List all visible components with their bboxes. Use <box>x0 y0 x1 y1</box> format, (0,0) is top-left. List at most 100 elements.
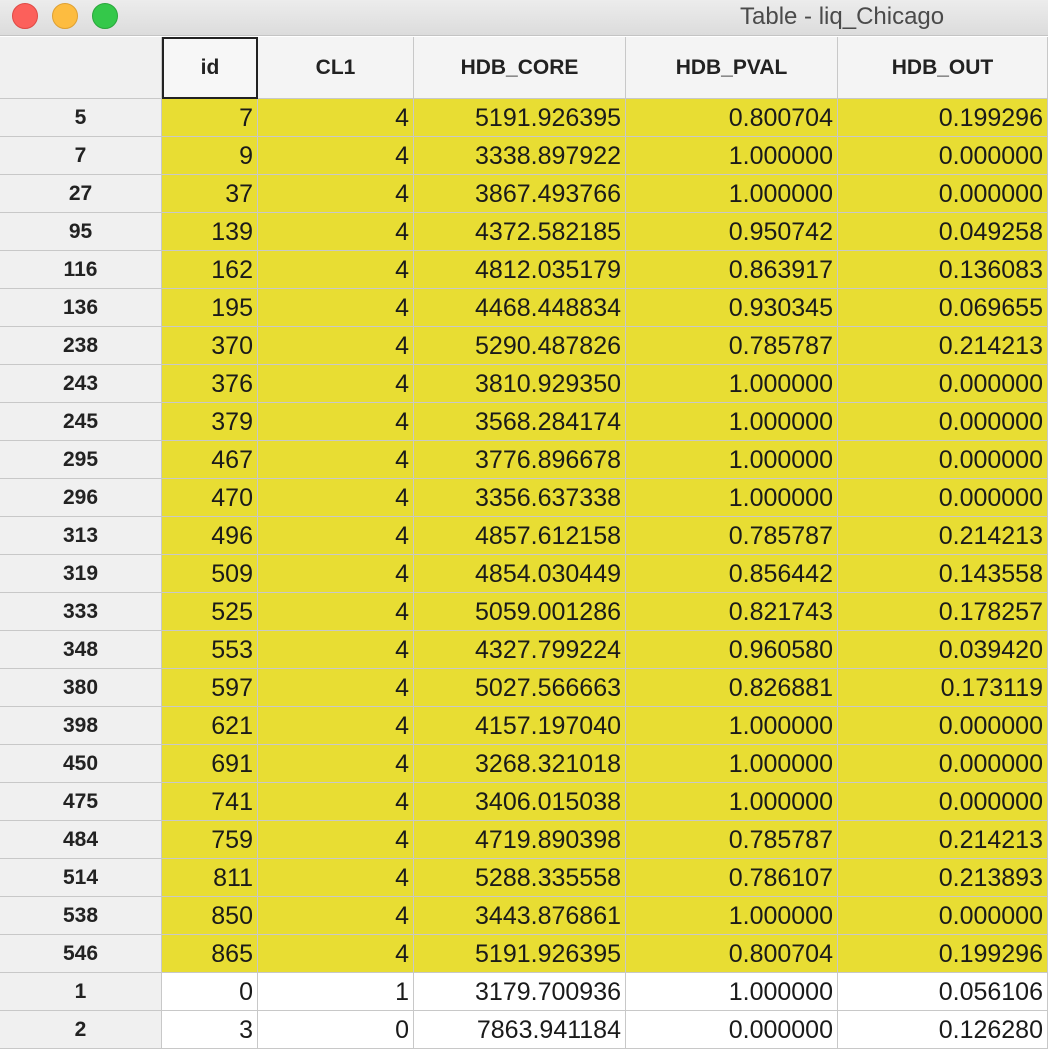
cell-hdb-pval[interactable]: 1.000000 <box>626 365 838 403</box>
cell-cl1[interactable]: 4 <box>258 859 414 897</box>
cell-hdb-pval[interactable]: 0.821743 <box>626 593 838 631</box>
table-row[interactable]: 2 3 0 7863.941184 0.000000 0.126280 <box>0 1011 1048 1049</box>
row-header[interactable]: 319 <box>0 555 162 593</box>
table-row[interactable]: 348 553 4 4327.799224 0.960580 0.039420 <box>0 631 1048 669</box>
cell-hdb-core[interactable]: 3338.897922 <box>414 137 626 175</box>
table-row[interactable]: 296 470 4 3356.637338 1.000000 0.000000 <box>0 479 1048 517</box>
table-row[interactable]: 245 379 4 3568.284174 1.000000 0.000000 <box>0 403 1048 441</box>
cell-hdb-out[interactable]: 0.039420 <box>838 631 1048 669</box>
table-row[interactable]: 27 37 4 3867.493766 1.000000 0.000000 <box>0 175 1048 213</box>
cell-hdb-core[interactable]: 3356.637338 <box>414 479 626 517</box>
cell-hdb-pval[interactable]: 0.856442 <box>626 555 838 593</box>
row-header[interactable]: 136 <box>0 289 162 327</box>
table-row[interactable]: 5 7 4 5191.926395 0.800704 0.199296 <box>0 99 1048 137</box>
cell-cl1[interactable]: 4 <box>258 137 414 175</box>
cell-hdb-pval[interactable]: 1.000000 <box>626 973 838 1011</box>
cell-cl1[interactable]: 4 <box>258 821 414 859</box>
cell-id[interactable]: 9 <box>162 137 258 175</box>
cell-cl1[interactable]: 4 <box>258 631 414 669</box>
cell-hdb-out[interactable]: 0.049258 <box>838 213 1048 251</box>
cell-cl1[interactable]: 4 <box>258 365 414 403</box>
cell-hdb-out[interactable]: 0.199296 <box>838 99 1048 137</box>
row-header[interactable]: 333 <box>0 593 162 631</box>
row-header[interactable]: 296 <box>0 479 162 517</box>
cell-cl1[interactable]: 4 <box>258 669 414 707</box>
cell-hdb-out[interactable]: 0.143558 <box>838 555 1048 593</box>
column-header-hdb-pval[interactable]: HDB_PVAL <box>626 37 838 99</box>
row-header[interactable]: 295 <box>0 441 162 479</box>
cell-hdb-out[interactable]: 0.199296 <box>838 935 1048 973</box>
title-bar[interactable]: Table - liq_Chicago <box>0 0 1048 36</box>
table-row[interactable]: 243 376 4 3810.929350 1.000000 0.000000 <box>0 365 1048 403</box>
column-header-id[interactable]: id <box>162 37 258 99</box>
row-header[interactable]: 514 <box>0 859 162 897</box>
cell-id[interactable]: 162 <box>162 251 258 289</box>
table-row[interactable]: 238 370 4 5290.487826 0.785787 0.214213 <box>0 327 1048 365</box>
cell-hdb-pval[interactable]: 1.000000 <box>626 137 838 175</box>
table-row[interactable]: 484 759 4 4719.890398 0.785787 0.214213 <box>0 821 1048 859</box>
cell-hdb-core[interactable]: 5288.335558 <box>414 859 626 897</box>
cell-hdb-pval[interactable]: 1.000000 <box>626 479 838 517</box>
cell-id[interactable]: 7 <box>162 99 258 137</box>
cell-hdb-pval[interactable]: 0.930345 <box>626 289 838 327</box>
cell-hdb-pval[interactable]: 0.000000 <box>626 1011 838 1049</box>
cell-cl1[interactable]: 4 <box>258 783 414 821</box>
table-row[interactable]: 538 850 4 3443.876861 1.000000 0.000000 <box>0 897 1048 935</box>
table-row[interactable]: 1 0 1 3179.700936 1.000000 0.056106 <box>0 973 1048 1011</box>
row-header[interactable]: 546 <box>0 935 162 973</box>
cell-hdb-core[interactable]: 4157.197040 <box>414 707 626 745</box>
cell-id[interactable]: 621 <box>162 707 258 745</box>
table-row[interactable]: 398 621 4 4157.197040 1.000000 0.000000 <box>0 707 1048 745</box>
cell-hdb-core[interactable]: 3810.929350 <box>414 365 626 403</box>
cell-id[interactable]: 553 <box>162 631 258 669</box>
cell-cl1[interactable]: 4 <box>258 479 414 517</box>
zoom-window-button[interactable] <box>92 3 118 29</box>
cell-hdb-core[interactable]: 3776.896678 <box>414 441 626 479</box>
cell-cl1[interactable]: 4 <box>258 441 414 479</box>
table-row[interactable]: 313 496 4 4857.612158 0.785787 0.214213 <box>0 517 1048 555</box>
cell-hdb-out[interactable]: 0.000000 <box>838 175 1048 213</box>
cell-hdb-out[interactable]: 0.000000 <box>838 707 1048 745</box>
row-header[interactable]: 243 <box>0 365 162 403</box>
cell-hdb-out[interactable]: 0.126280 <box>838 1011 1048 1049</box>
table-row[interactable]: 475 741 4 3406.015038 1.000000 0.000000 <box>0 783 1048 821</box>
cell-cl1[interactable]: 4 <box>258 403 414 441</box>
cell-hdb-pval[interactable]: 1.000000 <box>626 783 838 821</box>
cell-hdb-pval[interactable]: 1.000000 <box>626 441 838 479</box>
row-header[interactable]: 398 <box>0 707 162 745</box>
cell-hdb-pval[interactable]: 1.000000 <box>626 403 838 441</box>
cell-cl1[interactable]: 4 <box>258 897 414 935</box>
column-header-hdb-core[interactable]: HDB_CORE <box>414 37 626 99</box>
row-header[interactable]: 538 <box>0 897 162 935</box>
cell-hdb-out[interactable]: 0.000000 <box>838 137 1048 175</box>
cell-hdb-core[interactable]: 5059.001286 <box>414 593 626 631</box>
cell-cl1[interactable]: 4 <box>258 289 414 327</box>
cell-hdb-core[interactable]: 4854.030449 <box>414 555 626 593</box>
cell-id[interactable]: 865 <box>162 935 258 973</box>
table-row[interactable]: 450 691 4 3268.321018 1.000000 0.000000 <box>0 745 1048 783</box>
cell-id[interactable]: 37 <box>162 175 258 213</box>
row-header[interactable]: 95 <box>0 213 162 251</box>
row-header[interactable]: 484 <box>0 821 162 859</box>
cell-id[interactable]: 370 <box>162 327 258 365</box>
table-row[interactable]: 333 525 4 5059.001286 0.821743 0.178257 <box>0 593 1048 631</box>
table-row[interactable]: 295 467 4 3776.896678 1.000000 0.000000 <box>0 441 1048 479</box>
row-header[interactable]: 27 <box>0 175 162 213</box>
cell-id[interactable]: 850 <box>162 897 258 935</box>
cell-hdb-out[interactable]: 0.000000 <box>838 403 1048 441</box>
row-header[interactable]: 348 <box>0 631 162 669</box>
cell-hdb-core[interactable]: 4372.582185 <box>414 213 626 251</box>
column-header-hdb-out[interactable]: HDB_OUT <box>838 37 1048 99</box>
cell-hdb-pval[interactable]: 0.826881 <box>626 669 838 707</box>
table-row[interactable]: 116 162 4 4812.035179 0.863917 0.136083 <box>0 251 1048 289</box>
cell-id[interactable]: 597 <box>162 669 258 707</box>
cell-cl1[interactable]: 4 <box>258 517 414 555</box>
table-row[interactable]: 546 865 4 5191.926395 0.800704 0.199296 <box>0 935 1048 973</box>
minimize-window-button[interactable] <box>52 3 78 29</box>
table-row[interactable]: 95 139 4 4372.582185 0.950742 0.049258 <box>0 213 1048 251</box>
cell-hdb-out[interactable]: 0.213893 <box>838 859 1048 897</box>
cell-id[interactable]: 691 <box>162 745 258 783</box>
cell-cl1[interactable]: 4 <box>258 251 414 289</box>
row-header[interactable]: 380 <box>0 669 162 707</box>
cell-cl1[interactable]: 4 <box>258 327 414 365</box>
